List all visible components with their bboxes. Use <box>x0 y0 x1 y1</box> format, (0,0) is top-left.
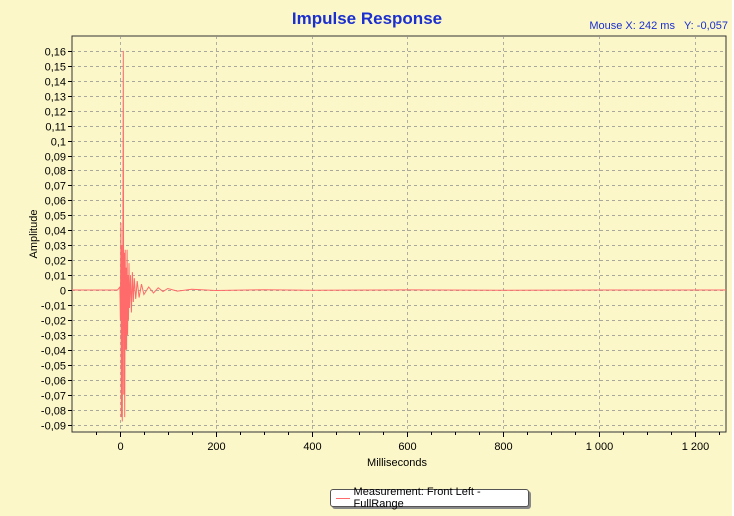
y-tick-label: 0,06 <box>45 196 66 208</box>
mouse-x-value: 242 ms <box>638 20 675 32</box>
y-tick-label: -0,05 <box>41 361 66 373</box>
x-tick-label: 1 200 <box>682 441 710 453</box>
y-tick-label: -0,04 <box>41 346 66 358</box>
x-tick-label: 600 <box>398 441 416 453</box>
y-tick-label: -0,01 <box>41 301 66 313</box>
y-tick-label: 0,01 <box>45 271 66 283</box>
y-tick-label: 0,1 <box>51 137 66 149</box>
y-tick-label: 0,09 <box>45 152 66 164</box>
x-tick-label: 0 <box>117 441 123 453</box>
y-tick-label: 0,03 <box>45 241 66 253</box>
legend-swatch <box>336 497 350 499</box>
y-tick-label: -0,07 <box>41 391 66 403</box>
y-tick-label: 0 <box>60 286 66 298</box>
mouse-y-label: Y: <box>683 20 694 32</box>
legend-label: Measurement: Front Left - FullRange <box>353 486 481 510</box>
chart-title: Impulse Response <box>291 9 443 28</box>
y-tick-label: 0,07 <box>45 181 66 193</box>
y-tick-label: -0,06 <box>41 376 66 388</box>
window-right-border <box>732 0 734 516</box>
y-tick-label: 0,13 <box>45 92 66 104</box>
y-axis: 0,16 0,15 0,14 0,13 0,12 0,11 0,1 0,09 0,08 0,07 0… <box>41 47 72 433</box>
y-tick-label: 0,04 <box>45 226 66 238</box>
grid <box>72 36 726 432</box>
y-tick-label: -0,08 <box>41 406 66 418</box>
y-tick-label: -0,09 <box>41 421 66 433</box>
x-tick-label: 400 <box>303 441 321 453</box>
series-layer <box>72 50 726 422</box>
y-tick-label: 0,11 <box>45 122 66 134</box>
x-tick-label: 800 <box>494 441 512 453</box>
mouse-x-label: Mouse X: <box>589 20 636 32</box>
series-line-front-left <box>72 50 726 422</box>
y-axis-label: Amplitude <box>28 210 40 259</box>
mouse-readout: Mouse X: 242 ms Y: -0,057 <box>589 20 728 32</box>
y-tick-label: 0,15 <box>45 62 66 74</box>
x-axis-label: Milliseconds <box>367 457 427 469</box>
y-tick-label: 0,08 <box>45 166 66 178</box>
y-tick-label: 0,05 <box>45 211 66 223</box>
x-tick-label: 1 000 <box>586 441 614 453</box>
y-tick-label: 0,14 <box>45 77 66 89</box>
x-axis: 0 200 400 600 800 1 000 1 200 <box>96 432 720 453</box>
y-tick-label: -0,02 <box>41 316 66 328</box>
y-tick-label: 0,12 <box>45 107 66 119</box>
mouse-y-value: -0,057 <box>696 20 728 32</box>
legend[interactable]: Measurement: Front Left - FullRange <box>330 486 529 510</box>
y-tick-label: 0,02 <box>45 256 66 268</box>
y-tick-label: 0,16 <box>45 47 66 59</box>
plot-area[interactable] <box>71 35 727 433</box>
x-tick-label: 200 <box>207 441 225 453</box>
y-tick-label: -0,03 <box>41 331 66 343</box>
